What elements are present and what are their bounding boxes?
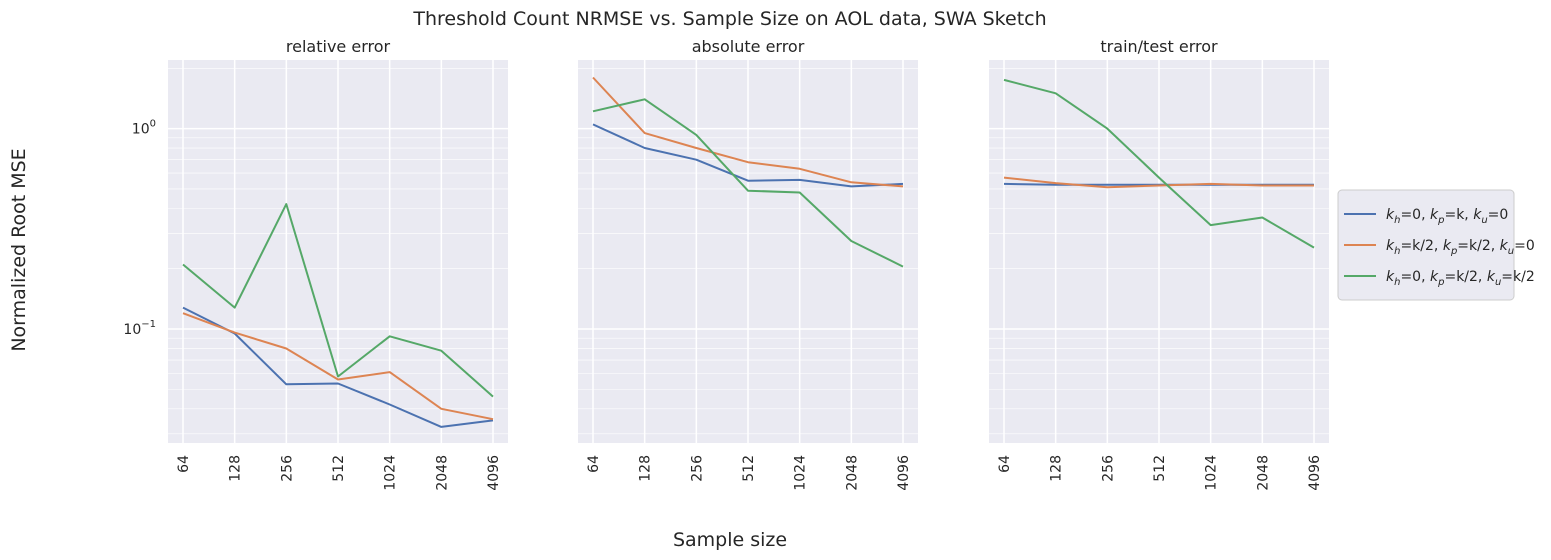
subplot-3: train/test error 64 128 256 512 1024 2048 4096 bbox=[989, 37, 1329, 491]
x-tick-label: 1024 bbox=[793, 455, 809, 491]
x-tick-label: 512 bbox=[1152, 455, 1168, 482]
legend-entry-2: kh=k/2, kp=k/2, ku=0 bbox=[1344, 238, 1535, 257]
legend-label: kh=k/2, kp=k/2, ku=0 bbox=[1386, 238, 1535, 257]
y-axis-label: Normalized Root MSE bbox=[8, 148, 30, 351]
x-tick-label: 1024 bbox=[383, 455, 399, 491]
x-tick-label: 2048 bbox=[434, 455, 450, 491]
x-axis-label: Sample size bbox=[673, 529, 787, 551]
x-tick-label: 256 bbox=[1100, 455, 1116, 482]
x-tick-label: 256 bbox=[279, 455, 295, 482]
series-line-2 bbox=[592, 76, 904, 188]
series-line-3 bbox=[592, 98, 904, 268]
subplot-title: relative error bbox=[286, 37, 391, 56]
series-line-3 bbox=[182, 203, 494, 398]
series-line-2 bbox=[182, 312, 494, 421]
y-tick-label: 10−1 bbox=[123, 319, 156, 338]
x-tick-label: 128 bbox=[638, 455, 654, 482]
x-tick-label: 128 bbox=[228, 455, 244, 482]
x-tick-label: 2048 bbox=[844, 455, 860, 491]
x-tick-label: 4096 bbox=[896, 455, 912, 491]
legend-label: kh=0, kp=k, ku=0 bbox=[1386, 207, 1508, 226]
subplot-title: absolute error bbox=[692, 37, 805, 56]
chart-title: Threshold Count NRMSE vs. Sample Size on… bbox=[412, 8, 1046, 30]
x-tick-label: 64 bbox=[997, 455, 1013, 473]
x-tick-label: 2048 bbox=[1255, 455, 1271, 491]
x-tick-label: 64 bbox=[586, 455, 602, 473]
legend: kh=0, kp=k, ku=0 kh=k/2, kp=k/2, ku=0 kh=0… bbox=[1337, 189, 1535, 301]
subplots: relative error 64 128 256 512 1024 2048 4096 100… bbox=[123, 37, 1329, 491]
x-tick-label: 4096 bbox=[1307, 455, 1323, 491]
series-line-1 bbox=[592, 123, 904, 188]
x-tick-label: 256 bbox=[689, 455, 705, 482]
legend-box bbox=[1337, 189, 1515, 301]
subplot-2: absolute error 64 128 256 512 1024 2048 4096 bbox=[578, 37, 918, 491]
subplot-title: train/test error bbox=[1100, 37, 1218, 56]
x-tick-label: 1024 bbox=[1204, 455, 1220, 491]
subplot-1: relative error 64 128 256 512 1024 2048 4096 100… bbox=[123, 37, 508, 491]
x-tick-label: 512 bbox=[331, 455, 347, 482]
legend-label: kh=0, kp=k/2, ku=k/2 bbox=[1386, 269, 1535, 288]
x-tick-label: 128 bbox=[1049, 455, 1065, 482]
series-line-2 bbox=[1003, 176, 1314, 189]
x-tick-label: 4096 bbox=[486, 455, 502, 491]
series-line-3 bbox=[1003, 78, 1315, 249]
x-tick-label: 512 bbox=[741, 455, 757, 482]
y-tick-label: 100 bbox=[132, 119, 156, 138]
legend-entry-1: kh=0, kp=k, ku=0 bbox=[1344, 207, 1508, 226]
legend-entry-3: kh=0, kp=k/2, ku=k/2 bbox=[1344, 269, 1535, 288]
x-tick-label: 64 bbox=[176, 455, 192, 473]
